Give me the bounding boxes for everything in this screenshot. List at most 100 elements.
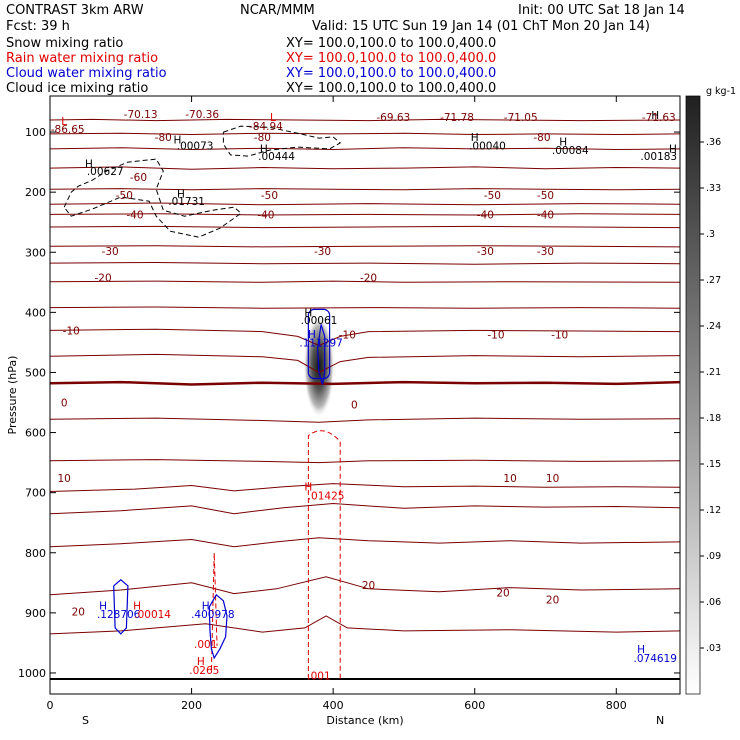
cloud-water-contour	[113, 579, 129, 635]
extremum-marker: H	[260, 143, 268, 155]
isotherm-label: -10	[339, 330, 356, 342]
extremum-marker: H	[85, 158, 93, 170]
colorbar-tick-label: .12	[706, 505, 721, 516]
snow-contour	[222, 125, 342, 157]
extremum-value: .001	[194, 639, 217, 651]
isotherm-line	[50, 328, 680, 346]
extremum-marker: H	[173, 134, 181, 146]
isotherm-label: -80	[533, 132, 550, 144]
isotherm-line	[50, 459, 680, 464]
colorbar-tick-label: .21	[706, 367, 721, 378]
legend-snow: Snow mixing ratio	[6, 36, 123, 51]
x-axis-south-label: S	[82, 714, 89, 727]
extremum-value: .111297	[299, 337, 342, 349]
cloud-water-contour	[307, 308, 331, 380]
x-axis-title: Distance (km)	[326, 714, 403, 727]
isotherm-line	[50, 261, 680, 265]
extremum-marker: H	[308, 329, 316, 341]
isotherm-line	[50, 166, 680, 170]
y-tick-label: 700	[25, 487, 46, 500]
x-tick-label: 200	[181, 699, 202, 712]
isotherm-line	[50, 147, 680, 151]
colorbar-tick-label: .03	[706, 643, 721, 654]
extremum-marker: H	[133, 601, 141, 613]
x-tick-label: 400	[323, 699, 344, 712]
extremum-marker: H	[99, 601, 107, 613]
isotherm-line	[50, 615, 680, 635]
legend-rain-xy: XY= 100.0,100.0 to 100.0,400.0	[286, 51, 496, 66]
colorbar-tick-label: .24	[706, 321, 721, 332]
extremum-value: .00073	[177, 140, 214, 152]
isotherm-label: -80	[155, 132, 172, 144]
colorbar	[685, 95, 701, 695]
institution-label: NCAR/MMM	[240, 3, 315, 18]
isotherm-line	[50, 483, 680, 492]
colorbar-ticks: .03 .06 .09 .12 .15 .18 .21 .24 .27 .3 .33 .36	[700, 137, 721, 654]
isotherm-label: 10	[57, 473, 70, 485]
y-tick-label: 500	[25, 366, 46, 379]
extremum-value: .074619	[634, 653, 677, 665]
y-tick-label: 300	[25, 246, 46, 259]
y-tick-label: 800	[25, 547, 46, 560]
extremum-value: .00183	[640, 151, 677, 163]
legend-cloud-water-xy: XY= 100.0,100.0 to 100.0,400.0	[286, 66, 496, 81]
isotherm-line	[50, 353, 680, 374]
isotherm-line	[50, 280, 680, 283]
plot-area	[50, 118, 680, 680]
extremum-marker: H	[559, 137, 567, 149]
extremum-value: .01731	[168, 196, 205, 208]
isotherm-line	[50, 502, 680, 515]
isotherm-label: -50	[116, 190, 133, 202]
rain-contour	[307, 430, 341, 679]
snow-contour	[63, 158, 242, 238]
extremum-marker: H	[637, 644, 645, 656]
extremum-marker: H	[669, 143, 677, 155]
extremum-marker: H	[651, 110, 659, 122]
valid-time: Valid: 15 UTC Sun 19 Jan 14 (01 ChT Mon …	[312, 19, 650, 34]
isotherm-label: 10	[546, 473, 559, 485]
isotherm-line	[50, 306, 680, 309]
isotherm-label: 20	[546, 595, 559, 607]
y-tick-label: 900	[25, 607, 46, 620]
colorbar-unit: g kg-1	[706, 86, 736, 97]
extremum-value: -69.63	[376, 112, 410, 124]
isotherm-line	[50, 380, 680, 386]
extremum-value: .00061	[301, 315, 338, 327]
isotherm-label: -50	[261, 190, 278, 202]
isotherm-label: -10	[63, 325, 80, 337]
isotherm-label: -30	[477, 246, 494, 258]
isotherm-label: -10	[551, 330, 568, 342]
y-tick-label: 600	[25, 427, 46, 440]
rain-contour	[210, 552, 218, 670]
isotherm-line	[50, 225, 680, 229]
contour-labels: -80 -80 -80 -60 -50 -50 -50 -50 -40 -40 -40 -40 -30 -…	[51, 109, 677, 682]
isotherm-label: 10	[503, 473, 516, 485]
legend-rain: Rain water mixing ratio	[6, 51, 158, 66]
extremum-value: -70.36	[185, 109, 219, 121]
isotherm-line	[50, 213, 680, 216]
extremum-value: -84.94	[249, 121, 283, 133]
extremum-marker: L	[270, 112, 276, 124]
isotherm-label: -20	[95, 273, 112, 285]
extremum-marker: H	[177, 188, 185, 200]
extremum-value: .00040	[469, 140, 506, 152]
isotherm-line	[50, 576, 680, 596]
x-tick-label: 0	[47, 699, 54, 712]
y-tick-label: 200	[25, 186, 46, 199]
extremum-value: .400978	[191, 609, 234, 621]
y-tick-label: 100	[25, 126, 46, 139]
isotherm-label: -10	[487, 330, 504, 342]
isotherm-label: -50	[537, 190, 554, 202]
colorbar-tick-label: .27	[706, 275, 721, 286]
isotherm-label: 0	[351, 399, 358, 411]
forecast-hour: Fcst: 39 h	[6, 19, 70, 34]
isotherm-label: -40	[477, 209, 494, 221]
isotherm-label: -30	[537, 246, 554, 258]
extremum-marker: H	[471, 132, 479, 144]
legend-snow-xy: XY= 100.0,100.0 to 100.0,400.0	[286, 36, 496, 51]
extremum-value: .001	[307, 670, 330, 682]
extremum-value: .00014	[134, 609, 171, 621]
isotherm-label: -40	[257, 209, 274, 221]
isotherm-line	[50, 537, 680, 548]
